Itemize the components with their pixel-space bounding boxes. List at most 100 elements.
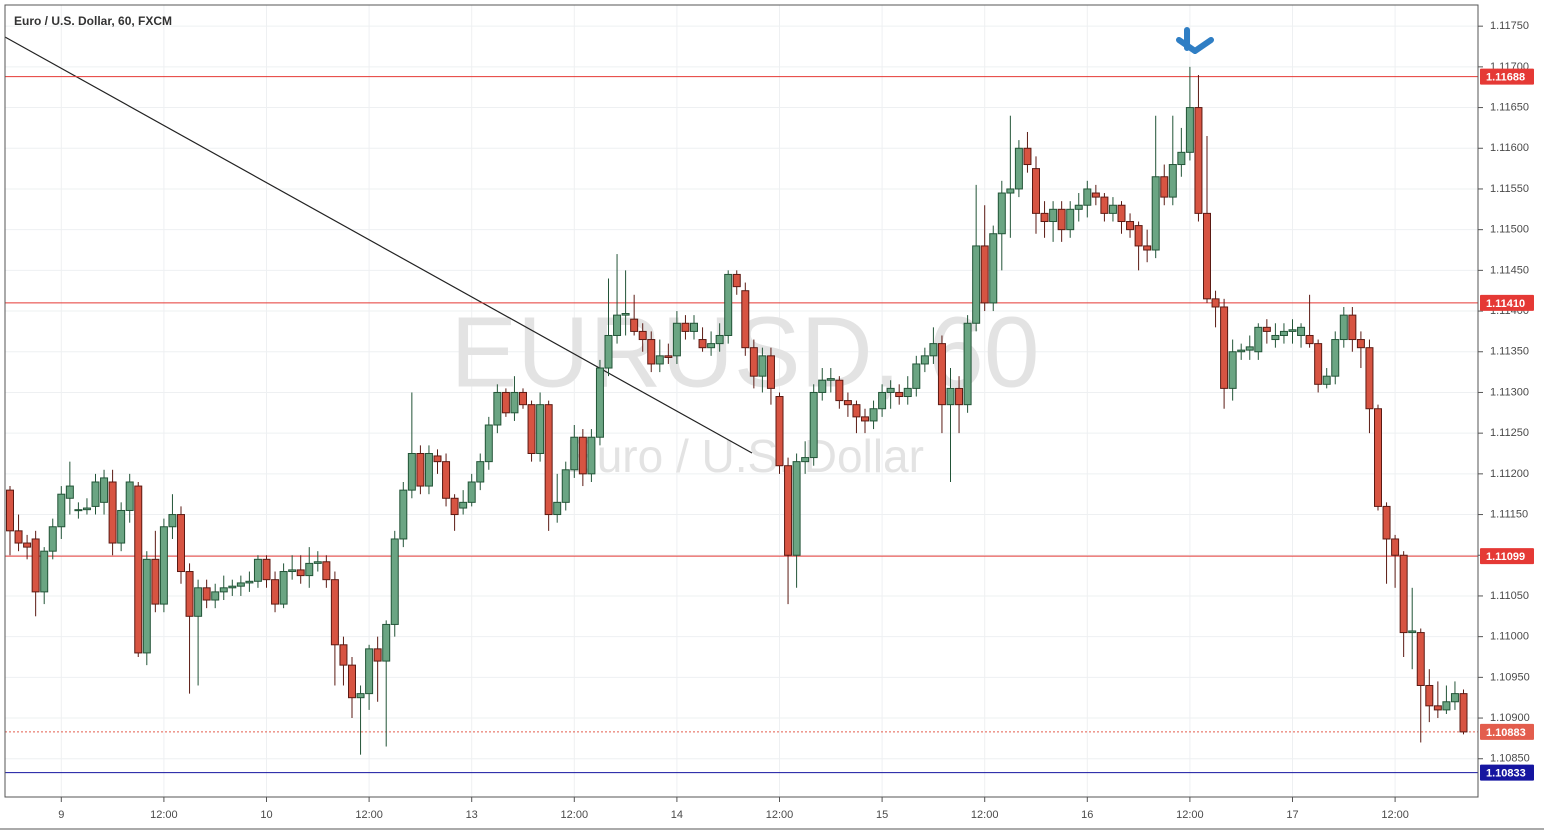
candle-body (929, 343, 938, 357)
candle-body (587, 436, 596, 475)
candle-body (784, 465, 793, 556)
candle-body (903, 387, 912, 398)
candle-body (6, 489, 14, 532)
candle-body (1433, 705, 1442, 711)
candle-body (168, 514, 177, 528)
candle-body (185, 571, 194, 617)
candle-body (878, 391, 887, 410)
candle-body (570, 436, 579, 471)
candle-body (749, 347, 758, 377)
candle-body (519, 391, 527, 406)
candle-body (424, 453, 433, 487)
candle-body (356, 693, 365, 699)
candle-body (544, 404, 553, 516)
candle-body (989, 233, 998, 304)
candle-body (159, 526, 168, 605)
candle-body (707, 343, 716, 349)
candle-body (442, 461, 451, 499)
candle-body (1143, 245, 1152, 251)
candle-body (1066, 208, 1075, 231)
candle-body (1083, 188, 1092, 206)
x-tick-label: 10 (260, 809, 272, 821)
level-label-box (1480, 723, 1534, 740)
candle-body (1185, 107, 1194, 153)
candle-body (23, 542, 32, 548)
x-tick-label: 16 (1081, 809, 1093, 821)
candle-body (1279, 330, 1288, 336)
candle-body (1399, 554, 1408, 634)
candle-body (219, 587, 228, 593)
candle-body (416, 453, 425, 487)
arrow-marker (1176, 27, 1214, 54)
candle-body (801, 457, 810, 463)
candle-body (672, 322, 681, 357)
candle-body (1348, 314, 1357, 341)
x-tick-label: 9 (58, 809, 64, 821)
candle-body (1091, 192, 1100, 198)
candle-body (236, 582, 245, 587)
y-tick-label: 1.11650 (1490, 101, 1529, 113)
candle-body (390, 538, 399, 625)
candle-body (296, 569, 305, 577)
candle-body (450, 497, 459, 516)
x-tick-label: 12:00 (1176, 809, 1204, 821)
candle-body (467, 481, 476, 503)
candle-body (433, 455, 442, 463)
candle-body (690, 322, 698, 332)
candle-body (1450, 693, 1459, 703)
candle-body (211, 591, 220, 601)
x-tick-label: 12:00 (971, 809, 999, 821)
y-tick-label: 1.11150 (1490, 508, 1528, 520)
y-tick-label: 1.11000 (1490, 631, 1529, 643)
candle-body (1339, 314, 1348, 341)
candle-body (972, 245, 981, 324)
candle-body (1151, 176, 1160, 251)
candles (6, 66, 1468, 755)
candle-body (484, 424, 493, 463)
candle-body (1160, 176, 1169, 198)
x-tick-label: 15 (876, 809, 888, 821)
candle-body (1168, 164, 1177, 198)
candle-body (1382, 505, 1391, 540)
candle-body (14, 530, 23, 544)
candle-body (1391, 538, 1400, 556)
y-tick-label: 1.11200 (1490, 468, 1529, 480)
level-label-box (1480, 548, 1534, 565)
level-label: 1.10883 (1486, 727, 1526, 739)
candle-body (151, 558, 160, 605)
candle-body (117, 509, 126, 544)
candle-body (330, 579, 339, 646)
candle-body (895, 391, 904, 398)
candle-body (31, 538, 40, 593)
candle-body (459, 501, 468, 509)
candle-body (57, 493, 66, 528)
x-tick-label: 14 (671, 809, 683, 821)
level-label: 1.11688 (1486, 72, 1525, 84)
x-tick-label: 12:00 (561, 809, 589, 821)
y-tick-label: 1.10850 (1490, 753, 1530, 765)
level-label-box (1480, 68, 1534, 85)
candle-body (1425, 684, 1434, 707)
candle-body (715, 334, 724, 345)
candle-body (348, 664, 356, 699)
candle-body (741, 290, 750, 349)
y-tick-label: 1.11300 (1490, 386, 1529, 398)
candle-body (578, 436, 587, 475)
candle-body (1297, 326, 1306, 336)
candle-body (1237, 349, 1246, 353)
candle-body (955, 387, 964, 406)
candle-body (861, 416, 869, 422)
candle-body (476, 461, 485, 483)
candle-body (322, 561, 331, 581)
candle-body (527, 404, 536, 455)
candle-body (108, 481, 117, 544)
candle-body (1049, 208, 1058, 223)
candle-body (253, 558, 262, 582)
candle-body (313, 561, 322, 564)
candle-body (826, 378, 835, 381)
y-tick-label: 1.11250 (1490, 427, 1529, 439)
level-label: 1.11410 (1486, 298, 1525, 310)
y-tick-label: 1.11600 (1490, 142, 1529, 154)
